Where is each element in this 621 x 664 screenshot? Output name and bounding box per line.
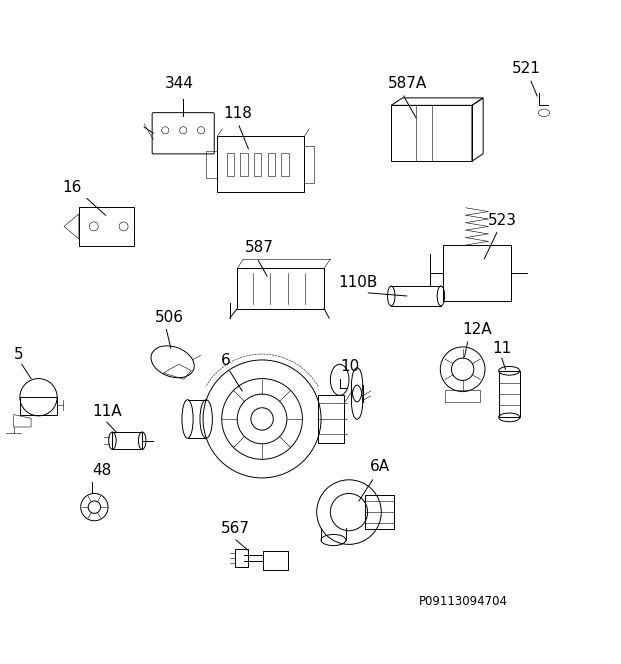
Bar	[206, 151, 217, 178]
Text: 48: 48	[92, 463, 111, 478]
Text: 344: 344	[165, 76, 194, 91]
Bar	[268, 153, 275, 175]
Bar	[304, 145, 314, 183]
Text: 10: 10	[340, 359, 360, 374]
Bar	[254, 153, 261, 175]
Text: 11: 11	[492, 341, 511, 356]
Bar	[112, 432, 142, 450]
Text: P09113094704: P09113094704	[419, 596, 508, 608]
Bar	[263, 550, 288, 570]
Bar	[499, 371, 520, 418]
Text: 16: 16	[62, 181, 81, 195]
Text: 6A: 6A	[370, 459, 390, 473]
Text: 110B: 110B	[338, 275, 378, 290]
Text: 11A: 11A	[92, 404, 122, 419]
Text: 523: 523	[487, 212, 517, 228]
Text: 5: 5	[14, 347, 23, 362]
Bar	[445, 390, 480, 402]
Text: 506: 506	[155, 309, 184, 325]
Bar	[227, 153, 234, 175]
Text: 587A: 587A	[388, 76, 427, 91]
Bar	[318, 395, 344, 442]
Text: 521: 521	[512, 61, 541, 76]
Text: 567: 567	[220, 521, 250, 536]
Bar	[20, 397, 57, 414]
Text: 6: 6	[220, 353, 230, 368]
Bar	[240, 153, 248, 175]
Bar	[281, 153, 289, 175]
Text: 587: 587	[245, 240, 274, 255]
Bar	[235, 549, 248, 567]
Bar	[237, 268, 324, 309]
Bar	[217, 136, 304, 193]
Bar	[391, 106, 472, 161]
Text: 118: 118	[224, 106, 252, 121]
Text: 12A: 12A	[463, 322, 492, 337]
Bar	[443, 245, 511, 301]
Bar	[365, 495, 394, 529]
